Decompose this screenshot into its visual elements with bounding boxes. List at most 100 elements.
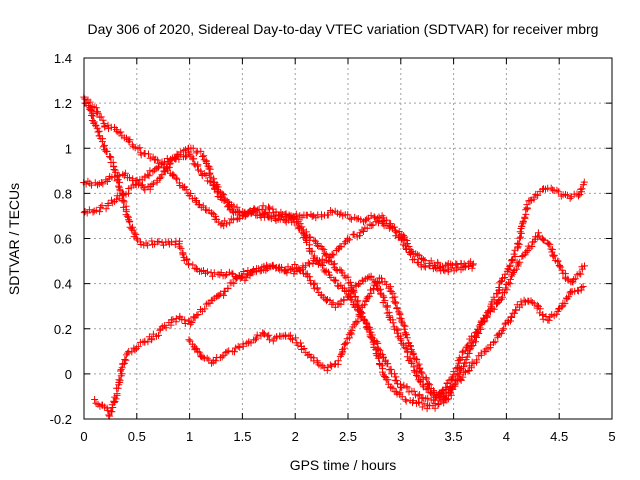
data-point-marker <box>515 240 523 248</box>
data-point-marker <box>343 293 351 301</box>
data-point-marker <box>396 314 404 322</box>
data-point-marker <box>422 375 430 383</box>
data-point-marker <box>99 180 107 188</box>
data-point-marker <box>296 220 304 228</box>
data-point-marker <box>253 331 261 339</box>
data-point-marker <box>194 311 202 318</box>
data-point-marker <box>244 267 252 274</box>
data-point-marker <box>339 346 346 354</box>
data-point-marker <box>225 347 233 355</box>
data-point-marker <box>473 356 481 364</box>
data-point-marker <box>180 147 188 155</box>
data-point-marker <box>468 264 476 272</box>
data-point-marker <box>349 231 357 239</box>
data-point-marker <box>206 170 214 178</box>
data-point-marker <box>98 202 106 210</box>
data-point-marker <box>370 337 378 345</box>
data-point-marker <box>344 273 352 281</box>
x-tick-label: 1 <box>186 429 193 444</box>
data-point-marker <box>385 312 393 320</box>
data-point-marker <box>498 326 506 334</box>
data-point-marker <box>413 372 420 379</box>
data-point-marker <box>558 303 566 311</box>
data-point-marker <box>505 279 513 287</box>
data-point-marker <box>506 275 514 283</box>
data-point-marker <box>447 391 455 399</box>
data-point-marker <box>550 251 558 259</box>
data-point-marker <box>136 144 144 152</box>
data-point-marker <box>210 184 218 192</box>
data-point-marker <box>328 362 336 370</box>
data-point-marker <box>104 200 112 207</box>
data-point-marker <box>364 274 372 282</box>
data-point-marker <box>326 361 334 369</box>
data-point-marker <box>382 221 390 229</box>
data-point-marker <box>360 301 368 309</box>
y-tick-label: 1 <box>65 141 72 156</box>
data-point-marker <box>566 194 574 202</box>
data-point-marker <box>209 272 216 280</box>
data-point-marker <box>508 256 516 263</box>
y-tick-label: 0 <box>65 367 72 382</box>
data-point-marker <box>228 207 236 215</box>
data-point-marker <box>173 175 181 183</box>
data-point-marker <box>348 327 356 335</box>
data-point-marker <box>97 179 105 186</box>
data-point-marker <box>554 258 562 266</box>
data-point-marker <box>89 112 97 120</box>
data-point-marker <box>91 396 99 403</box>
data-point-marker <box>577 270 585 278</box>
y-tick-label: 0.4 <box>54 277 72 292</box>
data-point-marker <box>401 344 409 352</box>
data-point-marker <box>452 265 460 273</box>
data-point-marker <box>292 334 300 342</box>
data-point-marker <box>172 174 180 182</box>
data-point-marker <box>183 256 191 264</box>
data-point-marker <box>509 256 517 264</box>
data-point-marker <box>473 329 481 337</box>
data-point-marker <box>558 266 566 274</box>
data-point-marker <box>204 268 211 276</box>
data-point-marker <box>195 348 203 356</box>
data-point-marker <box>259 329 267 337</box>
data-point-marker <box>534 233 542 241</box>
data-point-marker <box>187 190 195 197</box>
data-point-marker <box>94 109 102 117</box>
data-point-marker <box>265 331 273 339</box>
data-point-marker <box>417 368 425 376</box>
data-point-marker <box>156 175 164 182</box>
data-point-marker <box>522 206 530 214</box>
data-point-marker <box>344 234 352 242</box>
data-point-marker <box>122 356 130 364</box>
data-point-marker <box>381 373 389 380</box>
data-point-marker <box>328 208 336 216</box>
data-point-marker <box>301 262 309 270</box>
data-point-marker <box>398 317 405 325</box>
data-point-marker <box>121 169 129 177</box>
data-point-marker <box>554 188 562 196</box>
data-point-marker <box>224 284 232 292</box>
data-point-marker <box>181 316 189 324</box>
data-point-marker <box>368 222 376 229</box>
data-point-marker <box>340 296 348 304</box>
data-point-marker <box>410 387 418 395</box>
data-point-marker <box>396 335 404 343</box>
data-point-marker <box>491 338 499 346</box>
data-point-marker <box>424 394 432 402</box>
data-point-marker <box>549 252 557 260</box>
data-point-marker <box>161 168 169 176</box>
data-point-marker <box>150 166 158 174</box>
data-point-marker <box>88 117 96 124</box>
data-point-marker <box>416 391 424 399</box>
data-point-marker <box>289 336 296 344</box>
data-point-marker <box>168 238 175 246</box>
data-point-marker <box>262 266 270 274</box>
data-point-marker <box>127 225 135 233</box>
data-point-marker <box>366 220 374 228</box>
data-point-marker <box>350 301 357 308</box>
data-point-marker <box>154 156 162 164</box>
data-points <box>80 93 588 420</box>
data-point-marker <box>121 356 129 363</box>
data-point-marker <box>515 260 522 268</box>
